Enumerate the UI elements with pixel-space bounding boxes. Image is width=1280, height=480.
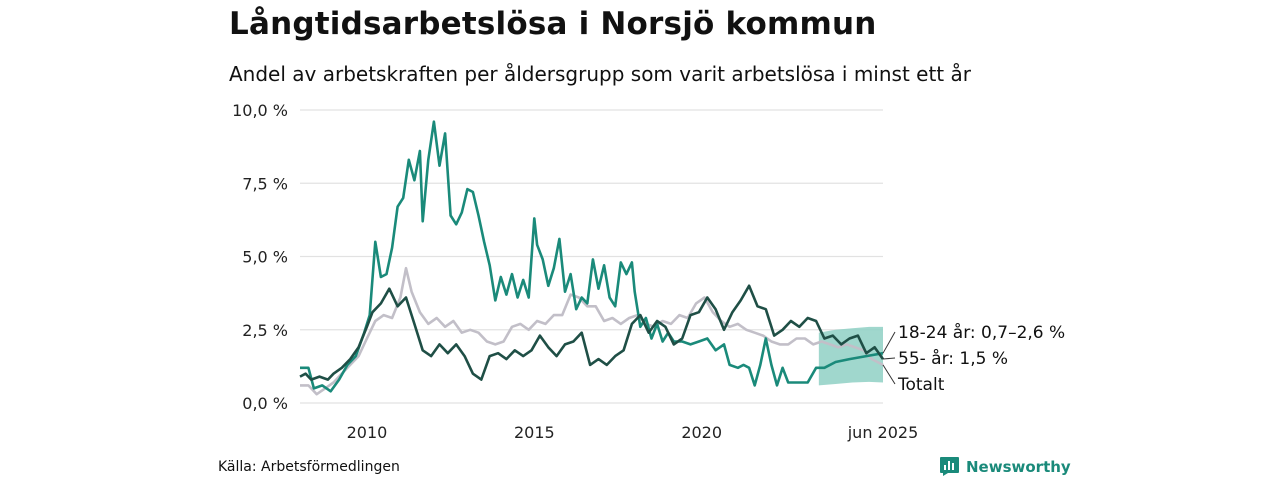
label-connector (882, 357, 896, 360)
x-tick-label: 2010 (347, 423, 388, 442)
y-tick-label: 0,0 % (242, 394, 288, 413)
uncertainty-band (818, 326, 883, 386)
end-label: 55- år: 1,5 % (898, 348, 1008, 369)
end-labels: 18-24 år: 0,7–2,6 % 55- år: 1,5 % Totalt (882, 322, 1065, 395)
series-line-18-24-r (300, 120, 884, 393)
chart-title: Långtidsarbetslösa i Norsjö kommun (229, 6, 877, 42)
uncertainty-band-layer (818, 326, 883, 386)
y-tick-label: 2,5 % (242, 321, 288, 340)
x-tick-label: jun 2025 (847, 423, 919, 442)
series-line-totalt (300, 266, 884, 396)
grid (300, 109, 883, 404)
label-connector (882, 331, 896, 354)
x-tick-label: 2015 (514, 423, 555, 442)
y-tick-label: 10,0 % (232, 101, 288, 120)
newsworthy-logo-icon (940, 457, 959, 476)
y-axis: 0,0 % 2,5 % 5,0 % 7,5 % 10,0 % (232, 101, 288, 413)
end-label: Totalt (897, 375, 945, 395)
y-tick-label: 5,0 % (242, 248, 288, 267)
end-label: 18-24 år: 0,7–2,6 % (898, 322, 1065, 343)
chart-subtitle: Andel av arbetskraften per åldersgrupp s… (229, 62, 971, 86)
brand-name: Newsworthy (966, 457, 1071, 476)
label-connector (882, 364, 896, 385)
y-tick-label: 7,5 % (242, 174, 288, 193)
brand-logo: Newsworthy (939, 456, 1071, 477)
line-chart: 0,0 % 2,5 % 5,0 % 7,5 % 10,0 % 2010 2015 2020 j… (232, 101, 1065, 442)
series-lines (299, 120, 885, 396)
source-note: Källa: Arbetsförmedlingen (218, 459, 400, 475)
x-tick-label: 2020 (681, 423, 722, 442)
series-line-55-r (299, 284, 885, 381)
x-axis: 2010 2015 2020 jun 2025 (347, 423, 919, 442)
